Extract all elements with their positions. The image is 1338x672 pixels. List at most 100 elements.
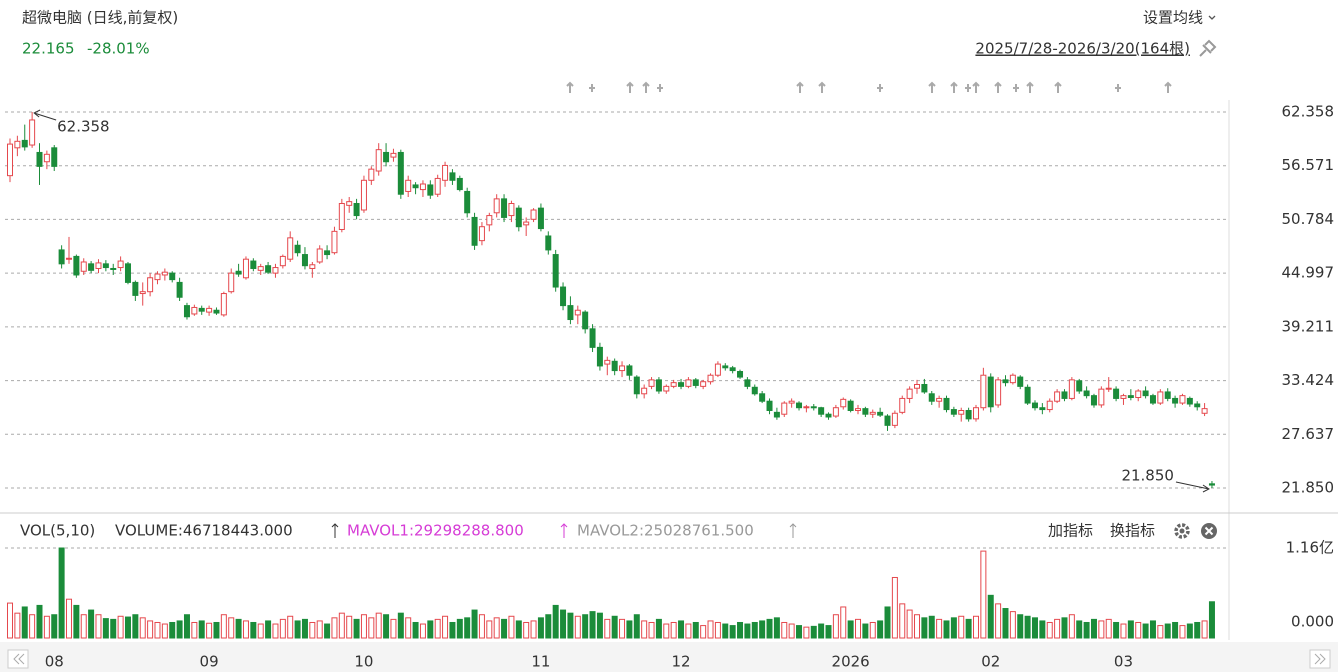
volume-bar [832,614,839,639]
up-arrow-icon [560,523,568,538]
candle-body [183,305,190,318]
close-icon[interactable] [1201,523,1217,539]
scroll-left-button[interactable] [7,649,29,669]
volume-bar [1105,618,1112,639]
candle-body [877,411,884,416]
candle-body [1194,403,1201,408]
candle-body [324,250,331,256]
candle-body [995,379,1002,406]
candle-body [88,263,95,271]
volume-bar [796,625,803,639]
volume-bar [427,620,434,639]
candle-body [7,143,13,177]
annotation: 21.850 [1121,467,1174,485]
candle-body [869,411,876,415]
candle-body [360,179,367,211]
volume-bar [73,604,80,639]
add-indicator-button[interactable]: 加指标 [1048,522,1093,540]
candle-body [117,260,124,269]
candle-body [478,226,485,242]
candle-body [530,209,537,220]
pin-icon[interactable] [1199,39,1217,57]
candle-body [1120,395,1127,399]
volume-bar [803,626,810,639]
candle-body [641,387,648,395]
candle-body [1039,407,1046,411]
volume-bar [279,618,286,639]
volume-bar [235,618,242,639]
volume-bar [906,609,913,639]
candle-body [928,393,935,402]
candle-body [766,400,773,411]
volume-bar [685,623,692,639]
volume-bar [515,620,522,639]
candle-body [552,254,559,288]
volume-bar [751,621,758,639]
candle-body [825,413,832,418]
candle-body [818,407,825,415]
candle-body [1105,387,1112,390]
volume-bar [678,620,685,639]
candle-body [36,151,43,167]
candle-body [161,271,168,276]
change-percent: -28.01% [87,40,150,58]
candle-body [397,151,404,195]
candle-body [1009,374,1016,384]
switch-indicator-button[interactable]: 换指标 [1110,522,1155,540]
candle-body [206,307,213,313]
date-range[interactable]: 2025/7/28-2026/3/20(164根) [975,40,1190,58]
y-tick-label: 21.850 [1282,479,1335,497]
candle-body [279,255,286,267]
volume-bar [840,606,847,639]
candle-body [950,409,957,415]
volume-bar [449,621,456,639]
candle-body [272,267,279,274]
volume-bar [855,618,862,639]
candle-body [1061,391,1068,399]
volume-bar [29,614,36,639]
volume-bar [574,615,581,639]
candle-body [523,221,530,226]
candle-body [368,168,375,181]
y-tick-label: 62.358 [1282,103,1335,121]
candle-body [1164,391,1171,399]
chart-title: 超微电脑 (日线,前复权) [22,9,178,27]
volume-bar [501,618,508,639]
candle-body [80,261,87,272]
up-arrow-icon [789,523,797,538]
candle-body [228,272,235,293]
candle-body [390,152,397,158]
volume-bar [368,617,375,639]
candle-body [655,379,662,392]
settings-icon[interactable] [1174,523,1190,539]
volume-bar [1201,620,1208,639]
volume-bar [1127,620,1134,639]
candle-body [1142,390,1149,397]
candle-body [707,374,714,383]
candle-body [493,198,500,214]
candle-body [810,406,817,409]
volume-bar [1061,617,1068,639]
candle-body [1127,395,1134,398]
candle-body [316,248,323,263]
candle-body [124,263,131,283]
candle-body [773,411,780,418]
volume-bar [825,625,832,639]
volume-bar [242,620,249,639]
volume-bar [486,620,493,639]
y-tick-label: 27.637 [1282,425,1335,443]
candle-body [943,397,950,411]
volume-bar [198,620,205,639]
candle-body [855,408,862,411]
volume-bar [102,618,109,639]
scroll-right-button[interactable] [1309,649,1331,669]
ma-setting-button[interactable]: 设置均线 [1143,9,1203,27]
volume-bar [899,603,906,639]
volume-bar [1083,621,1090,639]
volume-bar [626,620,633,639]
volume-bar [132,614,139,639]
candle-body [257,266,264,271]
volume-bar [891,576,898,639]
volume-bar [1031,617,1038,639]
